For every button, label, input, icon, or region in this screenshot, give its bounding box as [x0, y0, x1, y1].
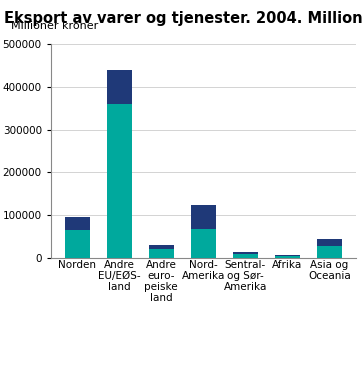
Bar [275, 255, 300, 256]
Bar [107, 70, 132, 104]
Bar [191, 205, 216, 229]
Bar [275, 256, 300, 258]
Bar [233, 254, 258, 258]
Bar [317, 246, 342, 258]
Bar [149, 249, 174, 258]
Bar [191, 229, 216, 258]
Bar [65, 217, 90, 230]
Bar [149, 245, 174, 249]
Text: Millioner kroner: Millioner kroner [11, 21, 98, 31]
Bar [65, 230, 90, 258]
Text: Eksport av varer og tjenester. 2004. Millioner kroner: Eksport av varer og tjenester. 2004. Mil… [4, 11, 363, 26]
Bar [317, 239, 342, 246]
Bar [233, 252, 258, 254]
Bar [107, 104, 132, 258]
